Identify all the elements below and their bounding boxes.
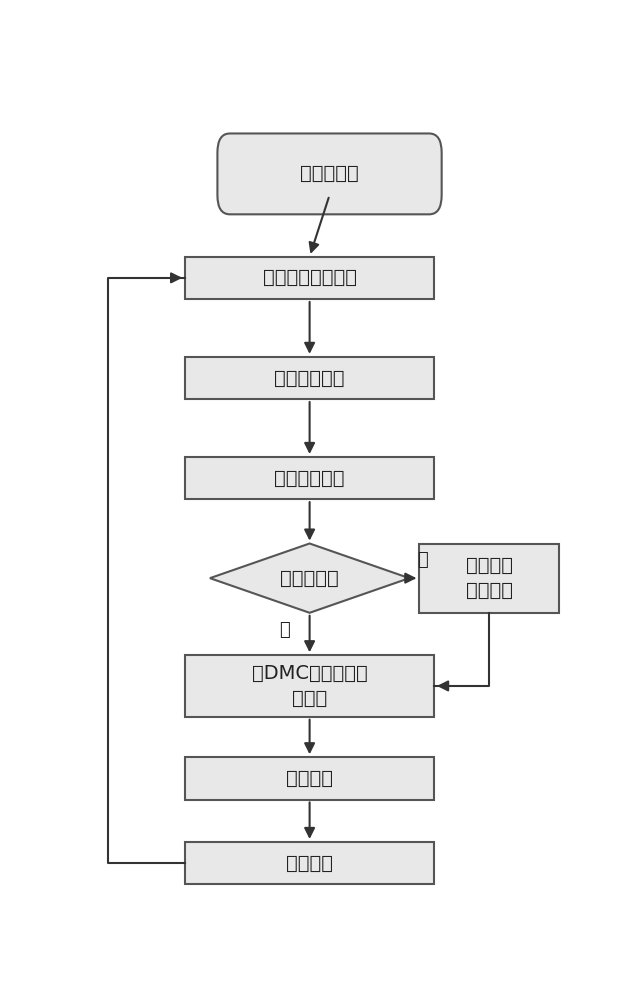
FancyBboxPatch shape (419, 543, 559, 613)
Text: 执行机构: 执行机构 (286, 769, 333, 788)
Text: 被控对象: 被控对象 (286, 854, 333, 873)
FancyBboxPatch shape (185, 655, 434, 717)
FancyBboxPatch shape (185, 457, 434, 499)
FancyBboxPatch shape (185, 257, 434, 299)
Text: 系统初始化: 系统初始化 (300, 164, 359, 183)
FancyBboxPatch shape (217, 133, 442, 214)
Text: 模型改变？: 模型改变？ (280, 569, 339, 588)
Text: 在线检测控制信号: 在线检测控制信号 (262, 268, 357, 287)
Text: 用DMC算法计算控
制输入: 用DMC算法计算控 制输入 (251, 664, 368, 708)
Text: 确定取值区间: 确定取值区间 (275, 368, 345, 387)
FancyBboxPatch shape (185, 357, 434, 399)
Text: 选择预测模型: 选择预测模型 (275, 469, 345, 488)
Text: 是: 是 (417, 551, 428, 569)
FancyBboxPatch shape (185, 757, 434, 800)
Text: 否: 否 (279, 620, 290, 639)
Text: 执行模型
切换规则: 执行模型 切换规则 (466, 556, 512, 600)
Polygon shape (210, 544, 410, 613)
FancyBboxPatch shape (185, 842, 434, 884)
